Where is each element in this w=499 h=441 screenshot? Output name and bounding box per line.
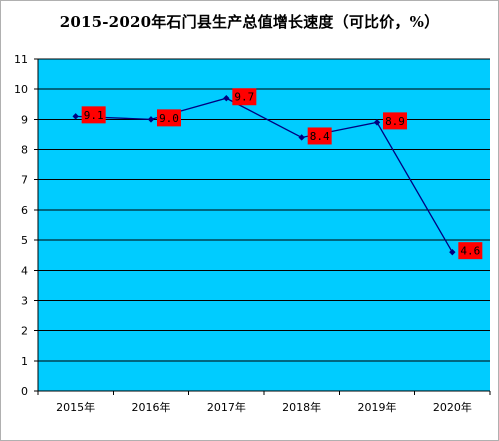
series-line xyxy=(75,97,453,253)
y-tick-label: 2 xyxy=(21,325,28,338)
y-tick-label: 0 xyxy=(21,385,28,398)
data-label-box xyxy=(157,109,181,127)
y-tick-label: 8 xyxy=(21,144,28,157)
data-point xyxy=(72,113,79,120)
x-tick-label: 2016年 xyxy=(132,400,171,414)
data-point xyxy=(449,248,456,256)
plot-area xyxy=(38,59,490,391)
y-tick-label: 11 xyxy=(14,53,28,66)
x-tick-label: 2017年 xyxy=(207,400,246,414)
x-tick-label: 2018年 xyxy=(282,400,321,414)
y-tick-label: 7 xyxy=(21,174,28,187)
chart-title: 2015-2020年石门县生产总值增长速度（可比价，%） xyxy=(59,13,440,31)
y-tick-label: 4 xyxy=(21,264,28,277)
data-label: 9.1 xyxy=(84,109,104,122)
data-label: 9.0 xyxy=(159,112,179,125)
data-label: 9.7 xyxy=(234,91,254,104)
y-tick-label: 1 xyxy=(21,355,28,368)
x-tick-label: 2020年 xyxy=(433,400,472,414)
y-tick-label: 10 xyxy=(14,83,28,96)
y-tick-label: 6 xyxy=(21,204,28,217)
data-point xyxy=(298,134,305,141)
data-label-box xyxy=(232,88,257,106)
y-tick-label: 5 xyxy=(21,234,28,247)
y-tick-label: 3 xyxy=(21,294,28,307)
x-tick-label: 2019年 xyxy=(358,400,397,414)
data-label-box xyxy=(307,127,332,145)
data-label-box xyxy=(458,242,483,260)
data-point xyxy=(223,95,230,102)
data-label-box xyxy=(81,106,106,124)
data-label: 8.9 xyxy=(385,115,405,128)
data-label: 4.6 xyxy=(460,245,480,258)
data-label-box xyxy=(383,112,407,130)
y-tick-label: 9 xyxy=(21,113,28,126)
data-point xyxy=(147,116,155,123)
data-label: 8.4 xyxy=(310,130,330,143)
x-tick-label: 2015年 xyxy=(56,400,95,414)
data-point xyxy=(373,119,381,126)
